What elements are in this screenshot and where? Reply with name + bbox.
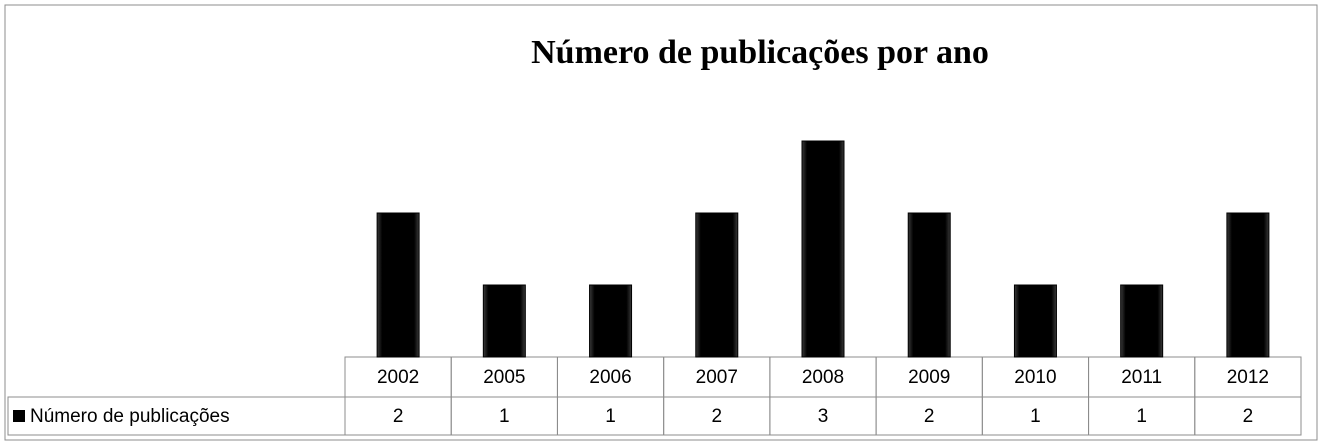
bar <box>1120 284 1164 358</box>
table-value: 2 <box>393 406 404 427</box>
table-value: 1 <box>1030 406 1041 427</box>
bar <box>1013 284 1057 358</box>
x-tick-label: 2010 <box>1014 367 1056 388</box>
bar <box>589 284 633 358</box>
table-value: 1 <box>499 406 510 427</box>
x-tick-label: 2012 <box>1227 367 1269 388</box>
table-cell <box>1194 396 1302 436</box>
x-tick-label: 2008 <box>802 367 844 388</box>
table-value: 3 <box>818 406 829 427</box>
x-tick-label: 2007 <box>696 367 738 388</box>
chart-title: Número de publicações por ano <box>531 34 989 71</box>
x-tick-label: 2006 <box>589 367 631 388</box>
legend-key <box>13 410 25 422</box>
bar <box>376 212 420 358</box>
x-tick-label: 2005 <box>483 367 525 388</box>
table-value: 1 <box>1136 406 1147 427</box>
table-value: 1 <box>605 406 616 427</box>
bar <box>907 212 951 358</box>
legend-label: Número de publicações <box>30 406 230 427</box>
bar <box>482 284 526 358</box>
bar <box>695 212 739 358</box>
x-tick-label: 2011 <box>1121 367 1162 388</box>
x-tick-label: 2002 <box>377 367 419 388</box>
table-value: 2 <box>711 406 722 427</box>
table-value: 2 <box>1243 406 1254 427</box>
bar <box>801 140 845 358</box>
x-tick-label: 2009 <box>908 367 950 388</box>
chart-frame <box>4 4 1318 441</box>
bar <box>1226 212 1270 358</box>
table-value: 2 <box>924 406 935 427</box>
